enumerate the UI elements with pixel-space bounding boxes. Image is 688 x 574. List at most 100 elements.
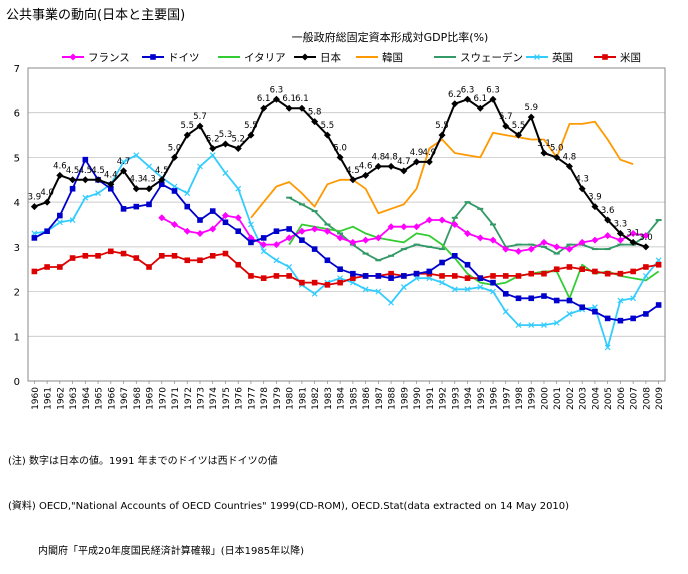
data-point [527,245,535,253]
data-point [362,171,370,179]
x-tick-label: 1999 [528,387,538,410]
y-tick-label: 6 [14,109,20,120]
x-tick-label: 1960 [31,387,41,410]
data-point [197,217,203,223]
data-label: 4.3 [575,175,589,185]
data-label: 5.5 [512,121,526,131]
data-point [171,253,178,259]
data-point [311,279,318,286]
data-point [260,248,267,255]
series-line [250,120,634,219]
legend-item-米国: 米国 [594,51,641,64]
data-point [528,322,535,329]
data-point [490,288,496,295]
data-point [655,257,662,264]
data-point [451,221,459,228]
data-point [400,167,408,175]
data-point [413,275,420,282]
data-point [222,219,229,226]
x-tick-label: 1971 [171,387,181,410]
data-label: 3.0 [639,233,653,243]
data-point [82,253,89,259]
series-ドイツ [31,156,662,324]
data-point [183,131,191,139]
data-point [145,185,153,193]
data-point [337,279,343,286]
data-point [56,171,64,179]
data-point [235,228,242,235]
x-tick-label: 1970 [158,387,168,410]
data-point [260,241,268,249]
x-tick-label: 1993 [451,387,461,410]
data-point [515,322,522,329]
data-point [95,190,101,197]
x-tick-label: 1972 [184,387,194,410]
data-point [336,234,344,242]
x-tick-label: 1983 [324,387,334,410]
data-point [337,266,343,273]
x-tick-label: 1966 [107,387,117,410]
data-label: 4.4 [104,170,118,180]
y-tick-label: 2 [14,288,20,299]
data-point [388,270,394,277]
legend-label: イタリア [244,52,286,64]
series-line [161,214,647,253]
data-label: 4.7 [117,157,131,167]
data-point [591,203,599,211]
data-point [260,275,267,281]
x-tick-label: 1989 [400,387,410,410]
data-point [247,131,255,139]
data-point [464,229,472,237]
data-label: 5.0 [550,143,564,153]
data-point [209,152,216,159]
data-point [311,118,319,126]
data-point [616,236,624,244]
data-point [69,185,76,192]
data-point [56,219,63,226]
x-tick-label: 2008 [642,387,652,410]
data-point [171,153,179,161]
data-point [311,225,319,233]
data-point [553,243,561,251]
legend-swatch-marker [602,54,608,60]
data-point [209,253,216,259]
data-labels: 3.9 4.04.6 4.5 4.5 4.5 4.44.74.3 4.34.55.05.55… [28,85,653,243]
data-point [108,248,114,255]
data-point [566,297,573,304]
data-point [642,272,649,279]
data-point [439,273,445,279]
data-point [566,264,573,270]
data-point [221,212,229,220]
data-point [387,162,395,170]
data-point [299,279,305,286]
x-tick-label: 1986 [362,387,372,410]
data-point [565,162,573,170]
data-point [362,273,369,279]
data-point [515,273,522,279]
legend-swatch-marker [150,54,156,60]
data-point [502,291,509,297]
data-label: 6.3 [461,85,475,95]
data-point [311,246,318,252]
data-point [234,144,242,152]
data-point [133,152,140,159]
data-label: 5.7 [499,112,513,122]
data-label: 5.5 [435,121,449,131]
x-tick-label: 1963 [69,387,79,410]
legend-label: フランス [88,52,130,64]
data-label: 6.1 [257,94,271,104]
data-point [158,214,166,222]
data-point [209,225,217,233]
data-point [464,261,471,268]
data-point [286,273,292,279]
x-tick-label: 1990 [413,387,423,410]
data-point [222,250,229,257]
x-tick-label: 2006 [617,387,627,410]
data-point [273,273,280,279]
data-label: 4.5 [346,166,360,176]
data-point [362,286,369,293]
data-point [655,261,662,268]
legend-label: ドイツ [168,52,200,64]
data-point [286,226,292,232]
data-point [541,322,547,329]
